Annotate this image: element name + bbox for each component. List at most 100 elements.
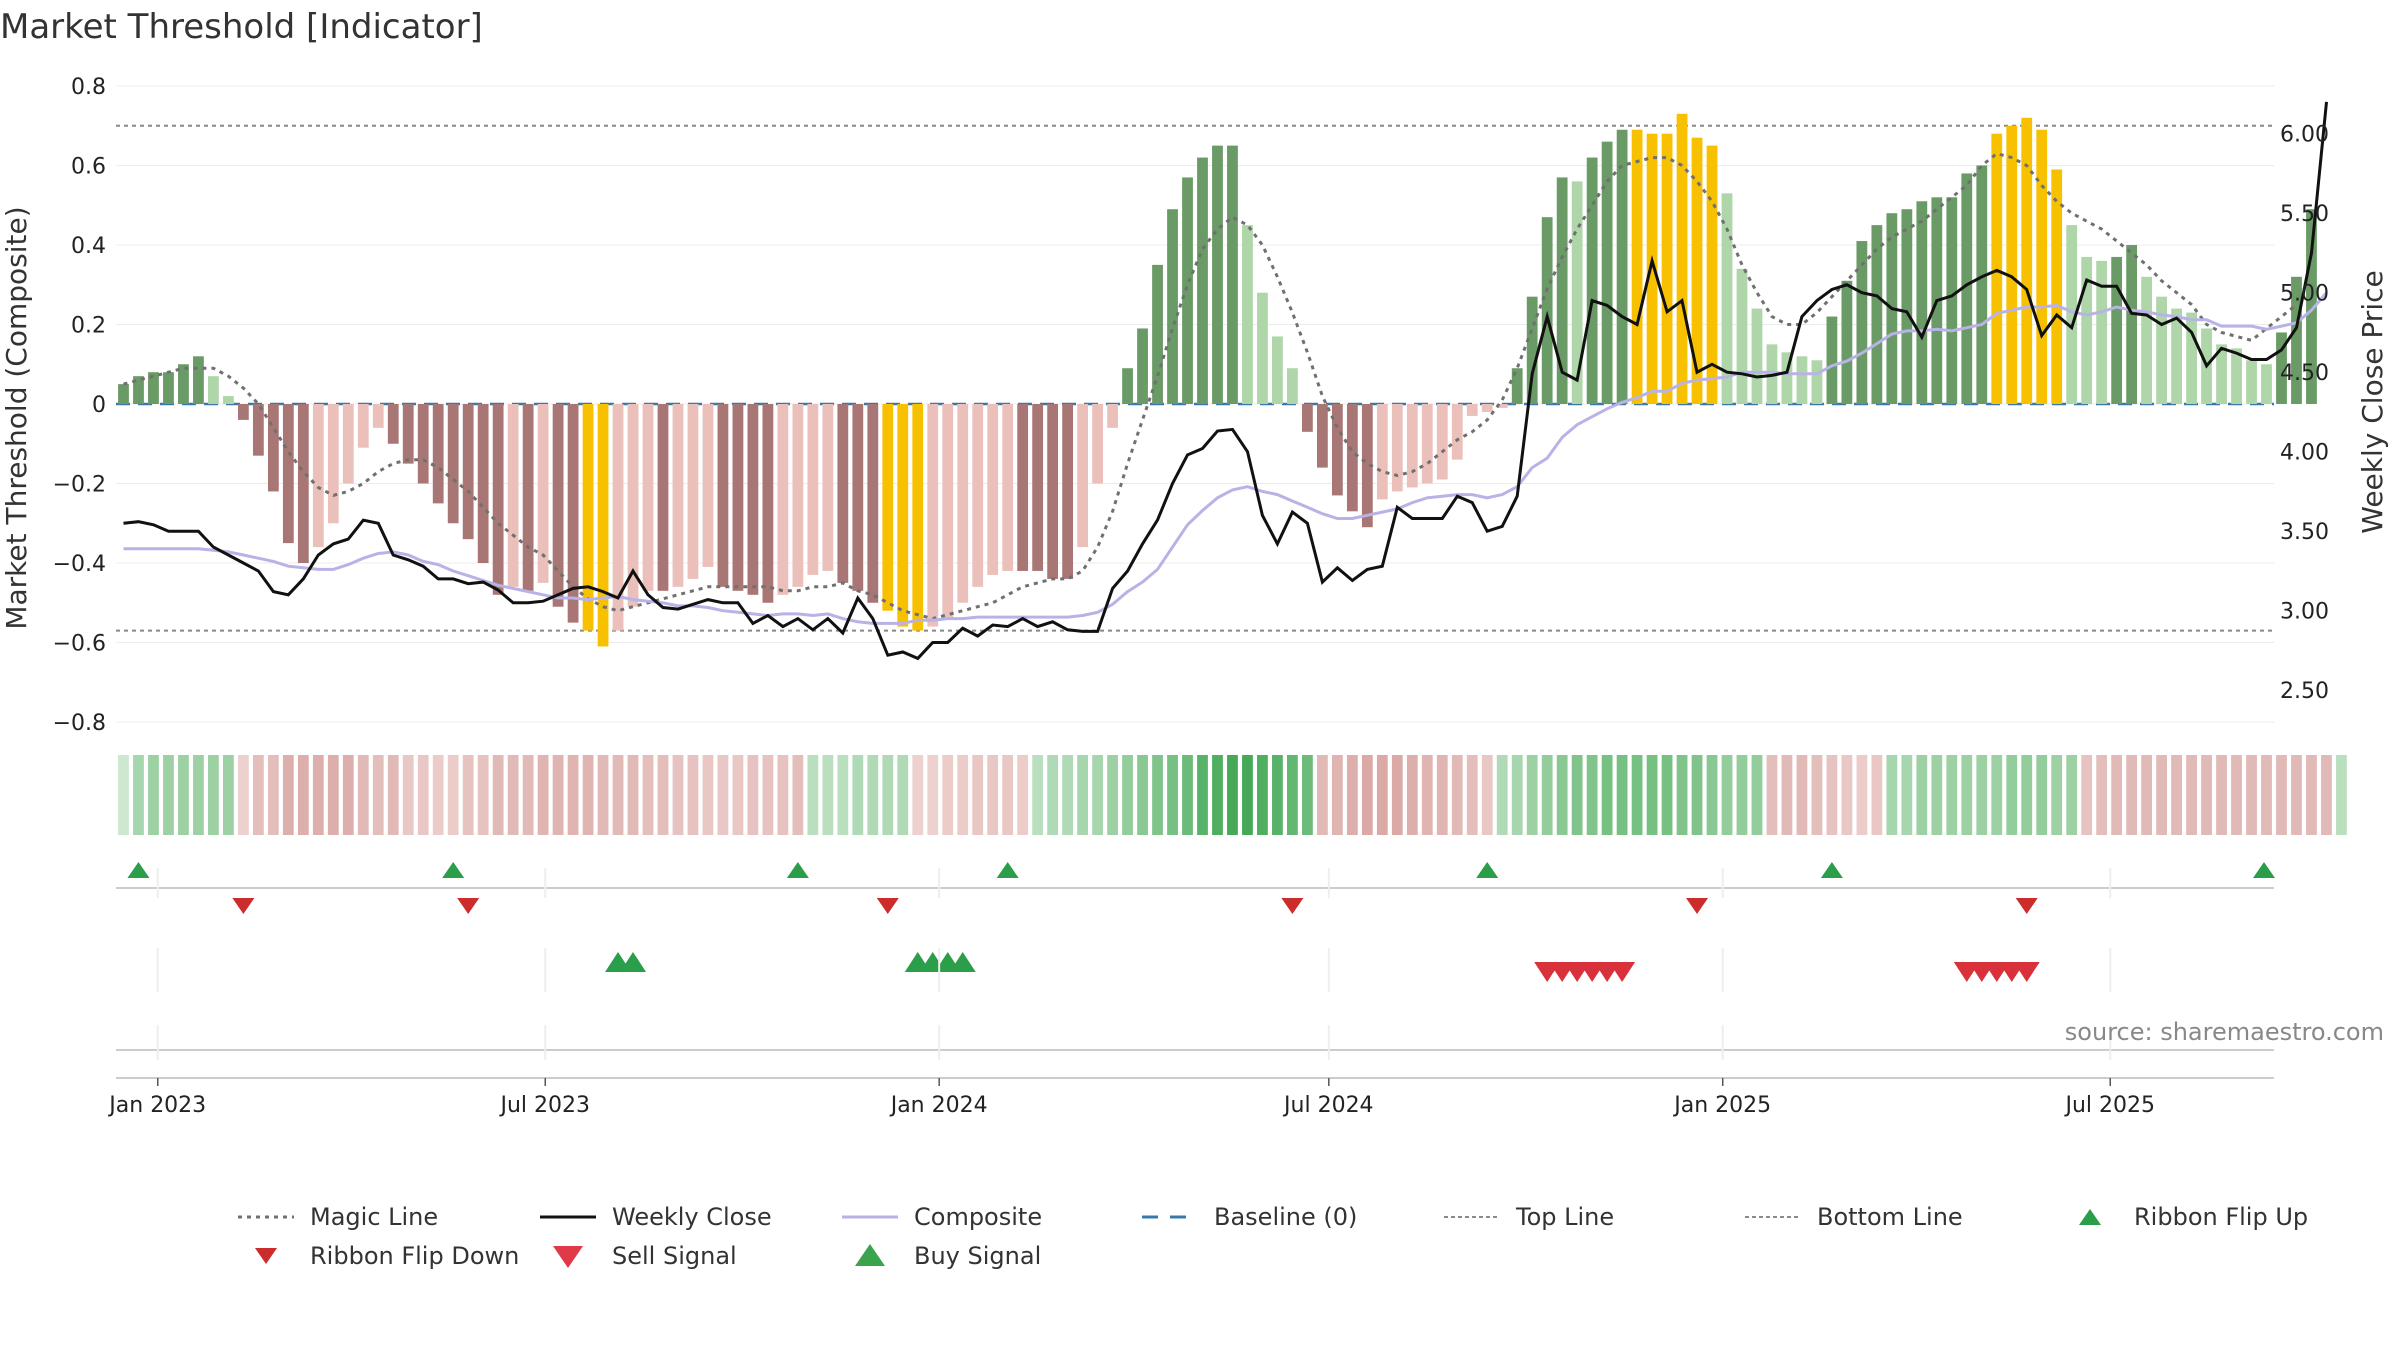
ribbon-cell [447, 755, 459, 835]
y2-tick-label: 5.00 [2280, 282, 2329, 307]
composite-bar [507, 404, 519, 587]
composite-bar [1721, 193, 1733, 404]
y-tick-label: 0.4 [71, 234, 106, 259]
composite-bar [342, 404, 354, 484]
ribbon-flip-up-marker [786, 862, 809, 878]
ribbon-cell [148, 755, 159, 835]
composite-bar [897, 404, 909, 627]
ribbon-cell [672, 755, 684, 835]
composite-bar [1167, 209, 1178, 404]
legend-item: Top Line [1444, 1203, 1614, 1231]
composite-bar [582, 404, 594, 631]
y-axis-left: −0.8 −0.6 −0.4 −0.2 0 0.2 0.4 0.6 0.8 [53, 75, 106, 736]
composite-bar [627, 404, 639, 607]
composite-bar [312, 404, 324, 548]
ribbon-cell [1916, 755, 1928, 835]
ribbon-cell [1616, 755, 1628, 835]
y-tick-label: −0.8 [53, 711, 106, 736]
legend-label: Bottom Line [1817, 1203, 1963, 1231]
ribbon-cell [1242, 755, 1253, 835]
x-axis: Jan 2023 Jul 2023 Jan 2024 Jul 2024 Jan 2025… [107, 868, 2155, 1118]
x-tick-label: Jul 2023 [498, 1093, 590, 1118]
composite-line [123, 291, 2328, 625]
composite-bar [762, 404, 774, 603]
y-tick-label: −0.4 [53, 552, 106, 577]
composite-bar [537, 404, 549, 583]
composite-bar [133, 376, 144, 404]
composite-bar [657, 404, 669, 591]
composite-bar [1316, 404, 1328, 468]
composite-bar [1107, 404, 1118, 428]
composite-bar [387, 404, 399, 444]
ribbon-cell [657, 755, 669, 835]
y2-tick-label: 2.50 [2280, 679, 2329, 704]
composite-bar [1287, 368, 1298, 404]
composite-bar [237, 404, 249, 420]
y2-tick-label: 5.50 [2280, 202, 2329, 227]
ribbon-cell [2021, 755, 2033, 835]
ribbon-cell [837, 755, 849, 835]
composite-bar [462, 404, 474, 540]
ribbon-cell [2006, 755, 2018, 835]
ribbon-cell [1991, 755, 2003, 835]
legend-swatch [2079, 1209, 2101, 1225]
ribbon-cell [2231, 755, 2242, 835]
composite-bar [2006, 125, 2018, 404]
ribbon-cell [1766, 755, 1778, 835]
composite-bar [2306, 209, 2317, 404]
composite-bar [492, 404, 504, 595]
legend-item: Ribbon Flip Up [2079, 1203, 2308, 1231]
composite-bar [972, 404, 984, 587]
composite-bar [1092, 404, 1103, 484]
composite-bar [1826, 316, 1838, 404]
ribbon-cell [747, 755, 759, 835]
ribbon-cell [178, 755, 189, 835]
ribbon-cell [2306, 755, 2317, 835]
composite-bar [1661, 133, 1673, 404]
legend: Magic Line Weekly Close Composite Baseline … [238, 1203, 2308, 1270]
chart-title: Market Threshold [Indicator] [0, 7, 483, 47]
composite-bar [822, 404, 834, 571]
ribbon-cell [133, 755, 144, 835]
composite-bar [402, 404, 414, 464]
y2-tick-label: 3.50 [2280, 520, 2329, 545]
ribbon-cell [1586, 755, 1598, 835]
ribbon-cell [2156, 755, 2167, 835]
legend-label: Sell Signal [612, 1242, 737, 1270]
composite-bar [552, 404, 564, 607]
ribbon-cell [687, 755, 699, 835]
ribbon-cell [1391, 755, 1403, 835]
composite-bar [1062, 404, 1074, 579]
composite-bar [702, 404, 714, 567]
composite-bar [193, 356, 204, 404]
composite-bar [1811, 360, 1823, 404]
composite-bar [567, 404, 579, 623]
composite-bar [118, 384, 129, 404]
ribbon-flip-up-marker [996, 862, 1019, 878]
composite-bar [2231, 348, 2242, 404]
signal-panel [116, 952, 2274, 1079]
ribbon-cell [1302, 755, 1313, 835]
composite-bar [912, 404, 924, 631]
composite-bar [1017, 404, 1029, 571]
composite-bar [2246, 360, 2257, 404]
composite-bars [118, 113, 2317, 647]
ribbon-cell [1796, 755, 1808, 835]
y-axis-right: 2.50 3.00 3.50 4.00 4.50 5.00 5.50 6.00 [2280, 123, 2329, 705]
ribbon-cell [1811, 755, 1823, 835]
y-axis-label: Market Threshold (Composite) [0, 206, 33, 629]
composite-bar [717, 404, 729, 587]
ribbon-cell [387, 755, 399, 835]
ribbon-cell [1466, 755, 1478, 835]
ribbon-cell [2201, 755, 2212, 835]
ribbon-cell [987, 755, 999, 835]
composite-bar [1781, 352, 1793, 404]
legend-label: Composite [914, 1203, 1042, 1231]
ribbon-cell [2171, 755, 2182, 835]
composite-bar [1137, 328, 1148, 404]
composite-bar [687, 404, 699, 579]
composite-bar [1376, 404, 1388, 500]
composite-bar [1466, 404, 1478, 416]
ribbon-cell [1691, 755, 1703, 835]
